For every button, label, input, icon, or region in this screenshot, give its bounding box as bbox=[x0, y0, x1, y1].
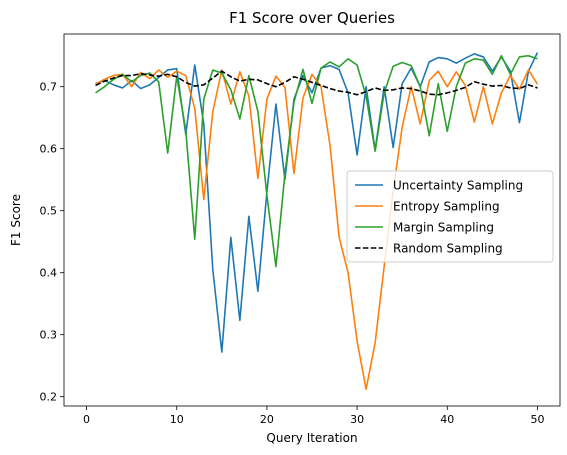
legend: Uncertainty Sampling Entropy Sampling Marg… bbox=[346, 170, 554, 263]
series-line-margin-sampling bbox=[95, 54, 538, 268]
x-tick-label: 30 bbox=[350, 413, 364, 426]
x-tick-label: 50 bbox=[530, 413, 544, 426]
y-tick-label: 0.2 bbox=[40, 391, 58, 404]
x-tick-label: 10 bbox=[170, 413, 184, 426]
series-lines bbox=[95, 52, 539, 391]
x-tick-label: 40 bbox=[440, 413, 454, 426]
series-line-random-sampling bbox=[95, 70, 538, 96]
legend-label-random-sampling: Random Sampling bbox=[393, 242, 503, 256]
y-tick-label: 0.6 bbox=[40, 143, 58, 156]
y-axis-label: F1 Score bbox=[9, 194, 23, 246]
legend-box bbox=[346, 170, 554, 263]
legend-label-entropy-sampling: Entropy Sampling bbox=[393, 200, 500, 214]
y-tick-label: 0.4 bbox=[40, 267, 58, 280]
plot-border bbox=[63, 33, 561, 407]
y-axis-ticks: 0.2 0.3 0.4 0.5 0.6 0.7 bbox=[40, 81, 64, 404]
y-tick-label: 0.7 bbox=[40, 81, 58, 94]
x-tick-label: 20 bbox=[260, 413, 274, 426]
x-axis-ticks: 0 10 20 30 40 50 bbox=[83, 406, 544, 426]
x-axis-label: Query Iteration bbox=[266, 431, 357, 445]
legend-label-margin-sampling: Margin Sampling bbox=[393, 221, 494, 235]
y-tick-label: 0.5 bbox=[40, 205, 58, 218]
chart-title: F1 Score over Queries bbox=[229, 9, 395, 27]
y-tick-label: 0.3 bbox=[40, 329, 58, 342]
x-tick-label: 0 bbox=[83, 413, 90, 426]
series-line-entropy-sampling bbox=[95, 69, 539, 391]
legend-label-uncertainty-sampling: Uncertainty Sampling bbox=[393, 179, 523, 193]
